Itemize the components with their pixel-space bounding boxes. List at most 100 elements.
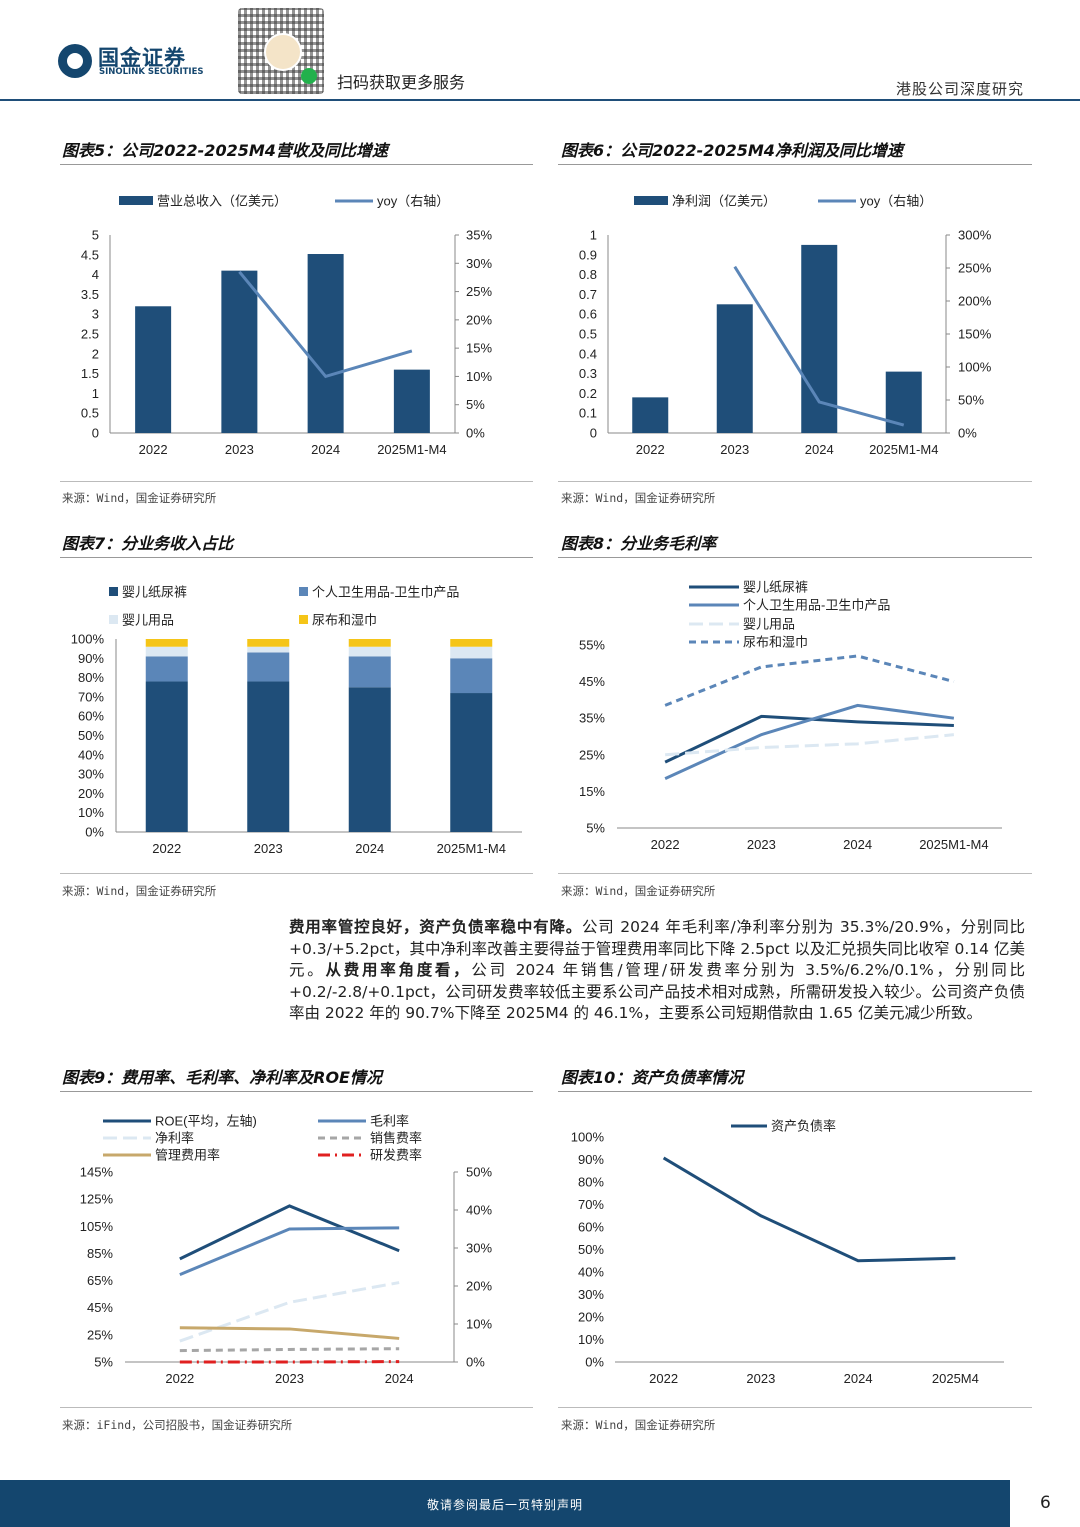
c7-bar-segment [348,639,391,647]
c6-x-tick-label: 2022 [636,442,665,457]
c7-bar-segment [247,639,290,647]
c5-legend-revenue: 营业总收入（亿美元） [157,194,287,209]
chart9-title: 图表9：费用率、毛利率、净利率及ROE情况 [62,1068,382,1087]
divider [558,873,1032,874]
c7-x-tick-label: 2022 [152,841,181,856]
c8-legend: 个人卫生用品-卫生巾产品 [743,598,890,613]
c7-x-tick-label: 2023 [254,841,283,856]
c7-y-tick-label: 40% [78,747,104,762]
c9-y2-tick-label: 40% [466,1203,492,1218]
footer-disclaimer: 敬请参阅最后一页特别声明 [426,1498,583,1512]
c5-bar [393,369,430,433]
c9-x-tick-label: 2024 [385,1371,414,1386]
scan-prompt: 扫码获取更多服务 [337,73,466,92]
c10-y-tick-label: 10% [578,1332,604,1347]
c9-series-line [179,1226,400,1276]
c7-x-tick-label: 2025M1-M4 [437,841,506,856]
c7-legend-label: 尿布和湿巾 [312,613,377,628]
c6-y-tick-label: 0.9 [579,247,597,262]
c5-y-tick-label: 1 [92,386,99,401]
c10-y-tick-label: 100% [571,1130,605,1145]
chart7-source: 来源：Wind，国金证券研究所 [62,884,217,898]
c5-y-tick-label: 4 [92,267,99,282]
c5-x-tick-label: 2024 [311,442,340,457]
c8-y-tick-label: 55% [579,638,605,653]
divider [60,1407,533,1408]
c6-y-tick-label: 0.5 [579,327,597,342]
paragraph-subheading: 从费用率角度看， [325,961,472,979]
c6-x-tick-label: 2023 [720,442,749,457]
c9-y-tick-label: 105% [80,1219,114,1234]
page-number: 6 [1040,1493,1051,1513]
c10-x-tick-label: 2022 [649,1371,678,1386]
c9-y-tick-label: 125% [80,1192,114,1207]
c7-bar-segment [247,681,290,832]
c6-y-tick-label: 0.3 [579,366,597,381]
c7-y-tick-label: 10% [78,805,104,820]
divider [60,557,533,558]
c7-legend-swatch [109,587,118,596]
c7-bar-segment [247,652,290,682]
c5-y-tick-label: 1.5 [81,366,99,381]
c7-legend-label: 婴儿纸尿裤 [122,585,187,600]
c5-y2-tick-label: 30% [466,256,492,271]
chart6-title: 图表6：公司2022-2025M4净利润及同比增速 [561,141,903,160]
c9-series-line [179,1326,400,1340]
c9-y-tick-label: 25% [87,1327,113,1342]
c5-bar [135,306,172,433]
c7-y-tick-label: 90% [78,651,104,666]
chart8-source: 来源：Wind，国金证券研究所 [561,884,716,898]
c5-y-tick-label: 0.5 [81,406,99,421]
c7-bar-segment [348,646,391,657]
c10-y-tick-label: 0% [585,1355,604,1370]
c5-y-tick-label: 2.5 [81,327,99,342]
divider [60,873,533,874]
paragraph-heading: 费用率管控良好，资产负债率稳中有降。 [289,918,582,936]
c5-y-tick-label: 0 [92,426,99,441]
c6-y-tick-label: 0.8 [579,267,597,282]
divider [60,1091,533,1092]
c7-legend-swatch [109,615,118,624]
logo-name: 国金证券 [98,46,186,70]
c6-y-tick-label: 0 [590,426,597,441]
c10-x-tick-label: 2025M4 [932,1371,979,1386]
c8-legend: 婴儿用品 [743,617,795,632]
c7-y-tick-label: 0% [85,825,104,840]
c7-bar-segment [145,639,188,647]
c9-legend: 销售费率 [370,1131,422,1146]
c8-x-tick-label: 2022 [651,837,680,852]
c6-y2-tick-label: 150% [958,327,992,342]
c9-series-line [179,1347,400,1353]
c9-y2-tick-label: 0% [466,1355,485,1370]
c6-y-tick-label: 1 [590,228,597,243]
c7-bar-segment [247,646,290,653]
c9-legend: 管理费用率 [155,1148,220,1163]
c7-bar-segment [450,646,493,659]
c5-y2-tick-label: 35% [466,228,492,243]
c9-x-tick-label: 2022 [165,1371,194,1386]
c9-legend: 净利率 [155,1131,194,1146]
divider [60,164,533,165]
c9-series-line [179,1281,400,1343]
divider [558,1091,1032,1092]
c9-y2-tick-label: 50% [466,1165,492,1180]
c5-y2-tick-label: 20% [466,312,492,327]
c7-y-tick-label: 100% [71,632,105,647]
c5-y2-tick-label: 10% [466,369,492,384]
c8-legend: 婴儿纸尿裤 [743,580,808,595]
c7-y-tick-label: 30% [78,767,104,782]
c7-x-tick-label: 2024 [355,841,384,856]
c5-yoy-line [238,270,413,379]
c5-y-tick-label: 5 [92,228,99,243]
chart5-source: 来源：Wind，国金证券研究所 [62,491,217,505]
c5-y-tick-label: 2 [92,346,99,361]
c9-y-tick-label: 5% [94,1355,113,1370]
c6-bar [716,304,753,433]
c7-legend-label: 个人卫生用品-卫生巾产品 [312,585,459,600]
c9-y-tick-label: 85% [87,1246,113,1261]
c6-y2-tick-label: 250% [958,261,992,276]
c6-y2-tick-label: 0% [958,426,977,441]
c5-y2-tick-label: 0% [466,426,485,441]
c8-y-tick-label: 25% [579,747,605,762]
chart7-title: 图表7：分业务收入占比 [62,534,234,553]
